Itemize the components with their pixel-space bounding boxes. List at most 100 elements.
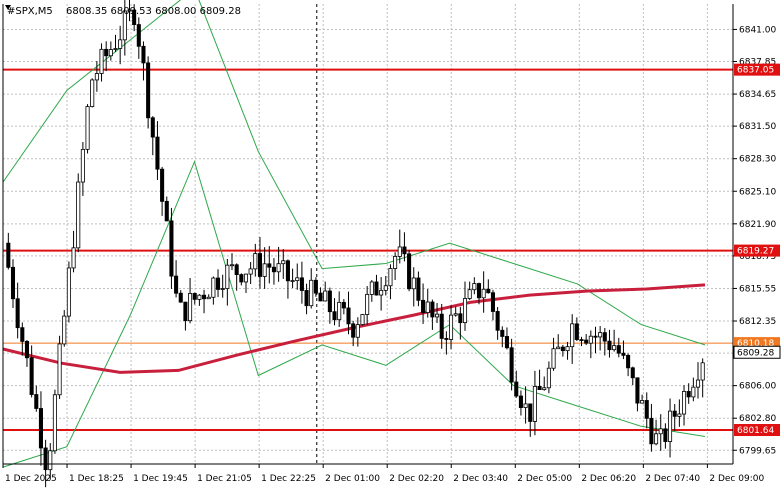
candle-body (6, 242, 11, 268)
y-tick-label: 6799.65 (739, 446, 776, 456)
candle-body (518, 395, 523, 408)
x-tick-label: 1 Dec 21:05 (197, 474, 252, 484)
candle-body (211, 277, 216, 298)
candle-body (504, 336, 509, 349)
candle-body (267, 263, 272, 268)
x-tick-label: 2 Dec 09:00 (709, 474, 764, 484)
y-tick-label: 6831.50 (739, 122, 776, 132)
horizontal-levels (3, 68, 733, 432)
candle-body (546, 367, 551, 389)
candle-body (234, 264, 239, 275)
x-tick-label: 1 Dec 2025 (5, 474, 57, 484)
candle-body (48, 450, 53, 471)
y-tick-label: 6802.80 (739, 414, 776, 424)
candles (6, 0, 705, 488)
candle-body (495, 311, 500, 331)
candle-body (421, 299, 426, 313)
candle-body (509, 347, 514, 383)
price-tags: 6837.05 6819.27 6810.18 6801.64 6809.28 (733, 63, 781, 437)
candle-body (160, 168, 165, 202)
candle-body (127, 9, 132, 12)
candle-body (220, 288, 225, 290)
candle-body (57, 343, 62, 396)
candle-body (169, 220, 174, 277)
candle-body (476, 283, 482, 299)
candle-body (192, 293, 197, 300)
candle-body (327, 290, 332, 313)
candle-body (588, 335, 593, 344)
candle-body (253, 253, 258, 270)
candle-body (514, 381, 519, 397)
candle-body (346, 307, 351, 325)
support-level-tag (734, 424, 780, 437)
candle-body (146, 62, 151, 119)
candle-body (62, 315, 67, 345)
candle-body (122, 10, 127, 41)
candle-body (388, 268, 393, 287)
candle-body (607, 340, 612, 351)
candle-body (164, 200, 169, 222)
candle-body (397, 246, 402, 257)
y-tick-label: 6812.35 (739, 317, 776, 327)
candle-body (691, 386, 696, 398)
candle-body (20, 327, 25, 342)
candle-body (537, 386, 542, 391)
candle-body (355, 324, 360, 338)
candle-body (635, 377, 640, 404)
candle-body (104, 48, 109, 57)
candle-body (565, 346, 570, 352)
candle-body (532, 386, 537, 422)
candle-body (94, 73, 99, 81)
candle-body (262, 263, 267, 277)
grid (2, 4, 733, 464)
x-tick-label: 2 Dec 07:40 (645, 474, 700, 484)
candle-body (407, 253, 412, 290)
candle-body (621, 352, 626, 356)
candle-body (654, 433, 659, 445)
candle-body (80, 148, 85, 183)
bollinger-lower-line (2, 160, 706, 468)
candle-body (10, 266, 16, 300)
x-tick-label: 2 Dec 06:20 (581, 474, 636, 484)
candle-body (178, 292, 183, 303)
candle-body (215, 277, 221, 290)
candle-body (556, 346, 561, 350)
candle-body (299, 277, 304, 291)
candle-body (644, 400, 649, 419)
dropdown-triangle-icon[interactable] (5, 5, 11, 10)
candle-body (379, 289, 384, 296)
candle-body (341, 301, 346, 309)
candle-body (672, 410, 677, 417)
candle-body (663, 428, 668, 442)
candle-body (174, 275, 179, 294)
candle-body (248, 268, 253, 275)
candle-body (285, 260, 290, 282)
candle-body (579, 339, 584, 341)
candle-body (649, 417, 654, 445)
candle-body (202, 294, 207, 300)
candle-body (472, 283, 477, 291)
y-tick-label: 6834.65 (739, 90, 776, 100)
candle-body (52, 394, 57, 452)
candle-body (206, 296, 211, 300)
candle-body (90, 79, 95, 107)
candle-body (448, 314, 454, 340)
candle-body (188, 293, 193, 322)
candle-body (132, 9, 137, 25)
candle-body (551, 348, 556, 369)
candle-body (490, 292, 496, 312)
candle-body (225, 264, 230, 289)
candle-body (439, 313, 444, 339)
y-tick-label: 6828.30 (739, 155, 776, 165)
candle-body (337, 301, 342, 321)
x-tick-label: 2 Dec 02:20 (389, 474, 444, 484)
candle-body (374, 281, 379, 296)
resistance-level-label: 6819.27 (737, 247, 774, 257)
support-level-label: 6801.64 (737, 426, 774, 436)
candle-body (658, 428, 663, 435)
candle-body (71, 247, 76, 269)
candle-body (15, 298, 20, 329)
x-tick-label: 2 Dec 03:40 (453, 474, 508, 484)
y-tick-label: 6818.75 (739, 252, 776, 262)
